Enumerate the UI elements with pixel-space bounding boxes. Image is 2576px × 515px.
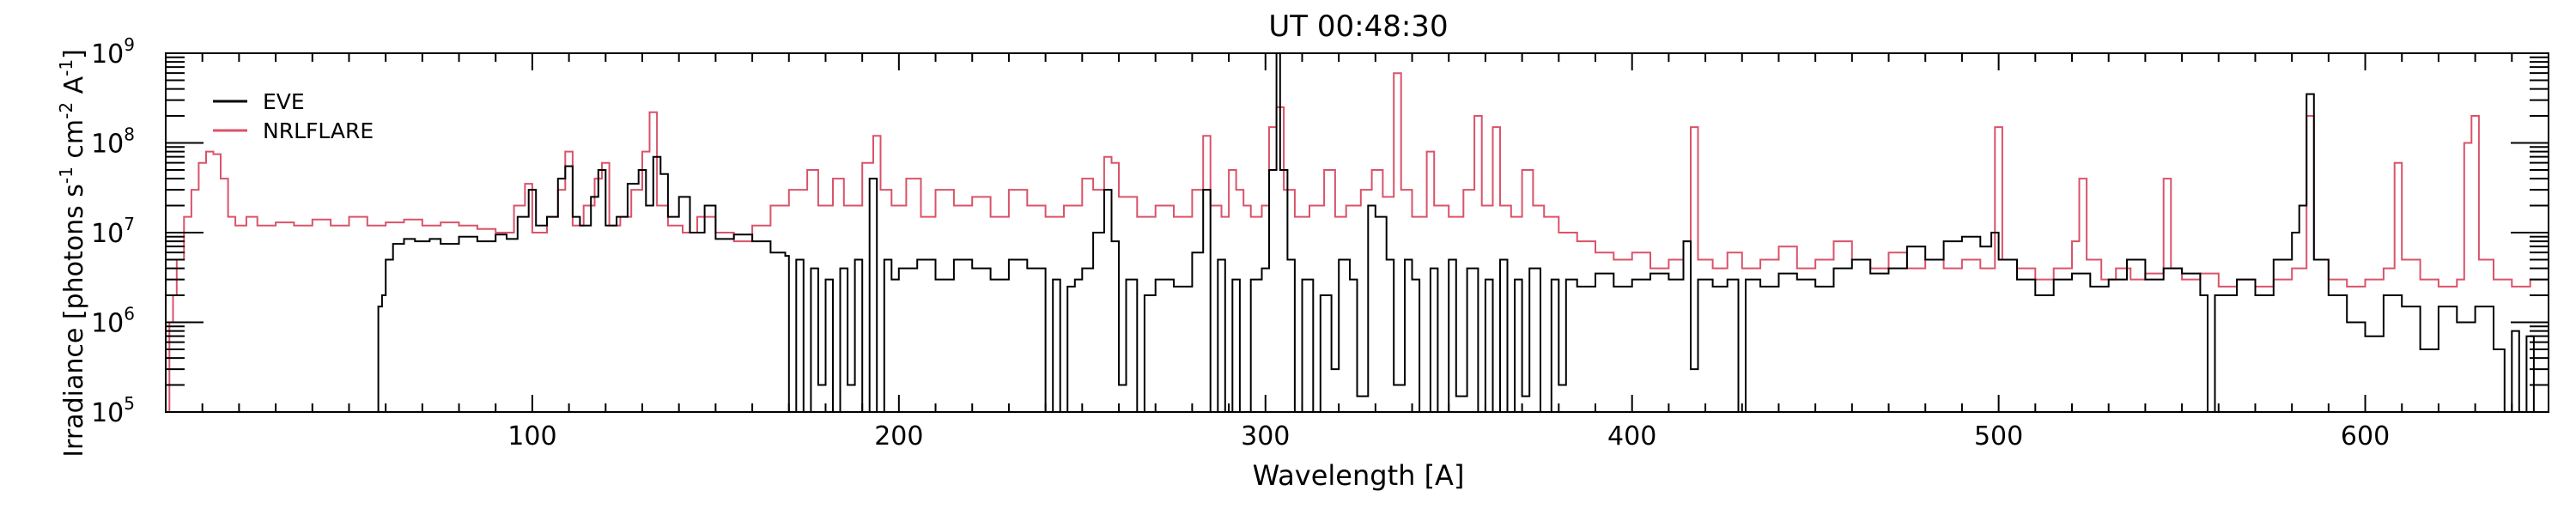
- y-tick-label: 109: [91, 34, 135, 70]
- x-tick-label: 100: [507, 421, 556, 451]
- y-axis: 105 106 107 108 109: [91, 34, 2549, 428]
- y-axis-label: Irradiance [photons s-1 cm-2 A-1]: [56, 49, 89, 457]
- y-label-sup: -2: [56, 102, 76, 119]
- y-label-sup: -1: [56, 59, 76, 76]
- x-tick-label: 300: [1241, 421, 1290, 451]
- x-tick-label: 500: [1974, 421, 2023, 451]
- y-tick-label: 107: [91, 214, 135, 249]
- chart-title: UT 00:48:30: [1268, 9, 1448, 44]
- series-layer: [166, 53, 2549, 412]
- x-tick-label: 400: [1607, 421, 1656, 451]
- x-tick-label: 600: [2341, 421, 2390, 451]
- series-nrlflare-line: [166, 72, 2549, 412]
- series-eve-line: [166, 53, 2549, 412]
- x-axis: 100 200 300 400 500 600: [201, 53, 2513, 451]
- y-tick-label: 105: [91, 393, 135, 428]
- y-label-part: ]: [59, 49, 89, 59]
- x-tick-label: 200: [874, 421, 923, 451]
- y-label-part: Irradiance [photons s: [59, 184, 89, 457]
- y-label-part: cm: [59, 119, 89, 167]
- y-tick-label: 108: [91, 124, 135, 160]
- y-tick-label: 106: [91, 304, 135, 339]
- legend: EVE NRLFLARE: [213, 89, 374, 143]
- legend-label-nrlflare: NRLFLARE: [263, 118, 374, 143]
- y-label-sup: -1: [56, 167, 76, 184]
- x-axis-label: Wavelength [A]: [1253, 459, 1465, 492]
- y-label-part: A: [59, 76, 89, 102]
- legend-label-eve: EVE: [263, 89, 305, 114]
